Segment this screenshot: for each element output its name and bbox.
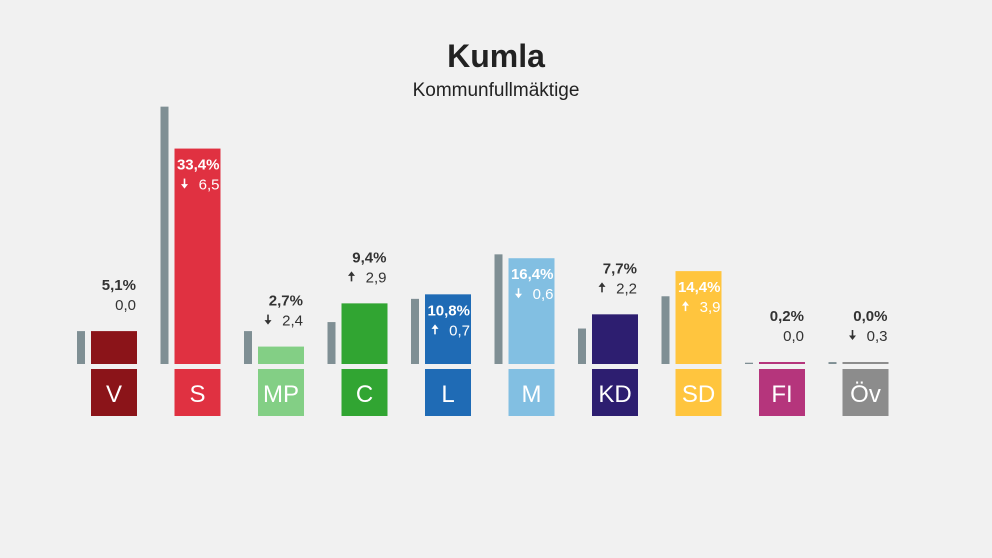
previous-bar-v <box>77 331 85 364</box>
value-label-sd: 14,4% <box>678 279 721 296</box>
value-label-v: 5,1% <box>102 277 136 294</box>
previous-bar-m <box>494 254 503 364</box>
party-box-fi <box>759 369 805 416</box>
value-label-l: 10,8% <box>427 302 470 319</box>
change-label-v: 0,0 <box>115 297 136 314</box>
change-label-kd: 2,2 <box>616 280 637 297</box>
arrow-down-icon-öv <box>849 330 856 340</box>
party-label-mp: MP <box>263 381 299 408</box>
change-label-l: 0,7 <box>449 322 470 339</box>
previous-bar-kd <box>578 328 586 364</box>
party-box-sd <box>675 369 722 416</box>
party-label-öv: Öv <box>850 381 881 408</box>
change-label-sd: 3,9 <box>700 299 721 316</box>
party-box-öv <box>842 369 889 416</box>
party-box-mp <box>258 369 304 416</box>
arrow-down-icon-m <box>515 288 522 299</box>
bar-m <box>508 258 555 364</box>
party-label-sd: SD <box>682 381 715 408</box>
party-label-m: M <box>522 381 542 408</box>
previous-bar-c <box>327 322 336 364</box>
party-box-m <box>508 369 555 416</box>
bar-fi <box>759 362 805 364</box>
arrow-down-icon-mp <box>264 314 272 325</box>
value-label-öv: 0,0% <box>853 308 887 325</box>
bar-l <box>425 294 471 364</box>
value-label-s: 33,4% <box>177 157 220 174</box>
party-label-s: S <box>189 381 205 408</box>
change-label-fi: 0,0 <box>783 328 804 345</box>
value-label-kd: 7,7% <box>603 260 637 277</box>
arrow-down-icon-s <box>181 178 188 189</box>
bar-v <box>91 331 137 364</box>
party-box-kd <box>592 369 638 416</box>
previous-bar-fi <box>745 362 753 364</box>
bar-c <box>341 303 388 364</box>
value-label-mp: 2,7% <box>269 293 303 310</box>
value-label-fi: 0,2% <box>770 308 804 325</box>
party-box-v <box>91 369 137 416</box>
change-label-öv: 0,3 <box>867 328 888 345</box>
bar-mp <box>258 346 304 364</box>
bar-öv <box>842 362 889 364</box>
party-box-s <box>174 369 221 416</box>
change-label-c: 2,9 <box>366 269 387 286</box>
party-box-c <box>341 369 388 416</box>
party-label-l: L <box>441 381 454 408</box>
bar-kd <box>592 314 638 364</box>
previous-bar-mp <box>244 331 252 364</box>
value-label-c: 9,4% <box>352 249 386 266</box>
party-label-fi: FI <box>771 381 792 408</box>
party-label-v: V <box>106 381 122 408</box>
value-label-m: 16,4% <box>511 266 554 283</box>
party-box-l <box>425 369 471 416</box>
arrow-up-icon-l <box>431 324 439 335</box>
bar-sd <box>675 271 722 364</box>
change-label-m: 0,6 <box>533 286 554 303</box>
arrow-up-icon-c <box>348 271 355 282</box>
change-label-s: 6,5 <box>199 177 220 194</box>
chart-title: Kumla <box>447 38 545 74</box>
change-label-mp: 2,4 <box>282 313 303 330</box>
chart-subtitle: Kommunfullmäktige <box>412 80 580 101</box>
arrow-up-icon-sd <box>682 301 689 312</box>
party-label-kd: KD <box>598 381 631 408</box>
party-label-c: C <box>356 381 373 408</box>
previous-bar-s <box>160 106 169 365</box>
previous-bar-l <box>411 298 419 364</box>
previous-bar-öv <box>828 362 837 364</box>
arrow-up-icon-kd <box>598 282 606 293</box>
previous-bar-sd <box>661 296 670 364</box>
